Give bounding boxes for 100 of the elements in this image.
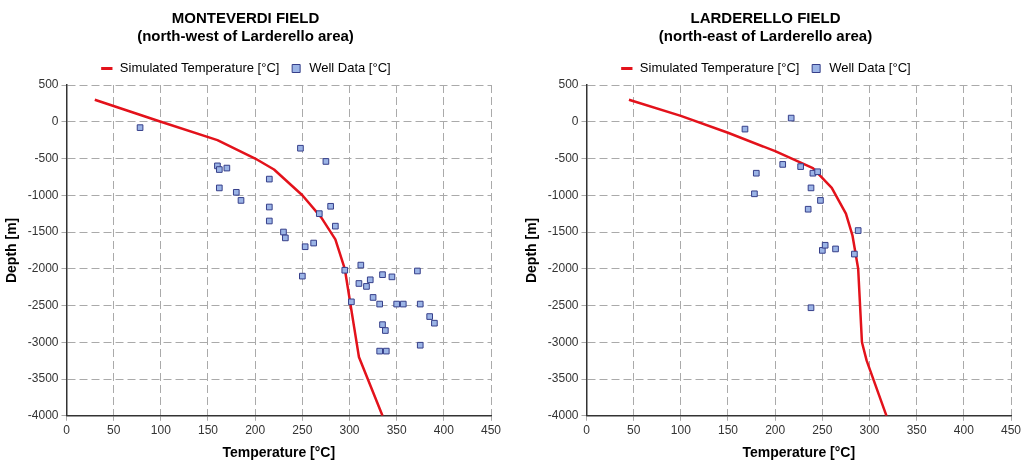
point xyxy=(366,276,374,284)
point xyxy=(851,250,858,258)
point xyxy=(376,300,384,308)
point xyxy=(322,158,330,165)
point xyxy=(301,243,309,251)
point xyxy=(379,271,386,278)
point xyxy=(265,203,273,211)
x-tick-label: 400 xyxy=(953,423,975,438)
y-axis-title: Depth [m] xyxy=(523,217,540,284)
point xyxy=(821,241,829,249)
x-tick-label: 0 xyxy=(63,423,71,438)
x-tick-label: 100 xyxy=(670,423,692,438)
x-tick-label: 150 xyxy=(197,423,219,438)
x-tick-label: 100 xyxy=(150,423,172,438)
point xyxy=(341,266,349,274)
point xyxy=(382,347,390,355)
y-tick-label: -2500 xyxy=(27,297,59,312)
point xyxy=(388,273,396,281)
x-tick-label: 400 xyxy=(433,423,455,438)
point xyxy=(237,197,245,204)
point xyxy=(431,319,438,327)
x-tick-label: 300 xyxy=(339,423,360,438)
point xyxy=(787,114,795,122)
y-tick-label: -2500 xyxy=(547,297,579,312)
y-tick-label: 0 xyxy=(51,114,59,129)
point xyxy=(416,341,424,349)
point xyxy=(232,189,240,196)
point xyxy=(327,202,334,210)
x-axis-title: Temperature [°C] xyxy=(742,444,856,461)
point xyxy=(280,228,287,236)
point xyxy=(414,267,421,275)
y-tick-label: -1500 xyxy=(27,224,59,239)
legend-label: Simulated Temperature [°C] xyxy=(639,60,800,76)
x-axis-title: Temperature [°C] xyxy=(222,444,336,461)
point xyxy=(282,234,289,242)
point xyxy=(299,272,306,280)
point xyxy=(797,163,804,170)
y-tick-label: 0 xyxy=(571,114,579,129)
point xyxy=(376,347,384,355)
y-tick-label: 500 xyxy=(38,77,59,92)
legend-label: Well Data [°C] xyxy=(309,60,391,76)
y-tick-label: -3500 xyxy=(547,371,579,386)
legend-label: Simulated Temperature [°C] xyxy=(119,60,280,76)
legend-label: Well Data [°C] xyxy=(829,60,911,76)
point xyxy=(136,124,144,131)
point xyxy=(348,298,355,306)
x-tick-label: 250 xyxy=(292,423,313,438)
x-tick-label: 250 xyxy=(812,423,833,438)
point xyxy=(265,217,273,225)
point xyxy=(369,294,377,301)
point xyxy=(779,161,787,168)
point xyxy=(807,304,815,312)
y-tick-label: -2000 xyxy=(27,261,59,276)
point xyxy=(297,144,304,152)
point xyxy=(832,245,839,253)
point xyxy=(752,169,760,177)
point xyxy=(416,300,424,308)
point xyxy=(817,197,824,204)
point xyxy=(357,261,365,269)
x-tick-label: 200 xyxy=(245,423,266,438)
point xyxy=(399,300,407,308)
x-tick-label: 450 xyxy=(1000,423,1022,438)
point xyxy=(215,184,223,192)
y-tick-label: -500 xyxy=(554,150,579,165)
point xyxy=(426,313,434,320)
x-tick-label: 50 xyxy=(106,423,121,438)
point xyxy=(751,190,758,198)
point xyxy=(814,168,821,176)
x-tick-label: 450 xyxy=(480,423,502,438)
x-tick-label: 350 xyxy=(386,423,407,438)
y-tick-label: -3000 xyxy=(27,334,59,349)
point xyxy=(393,300,400,308)
point xyxy=(315,210,323,217)
x-tick-label: 150 xyxy=(717,423,739,438)
chart-title: MONTEVERDI FIELD (north-west of Larderello area) xyxy=(137,9,354,45)
x-tick-label: 50 xyxy=(626,423,641,438)
x-tick-label: 0 xyxy=(583,423,591,438)
x-tick-label: 350 xyxy=(906,423,927,438)
point xyxy=(215,166,223,173)
y-tick-label: -4000 xyxy=(27,408,59,423)
x-tick-label: 300 xyxy=(859,423,880,438)
point xyxy=(265,175,273,183)
point xyxy=(382,327,389,334)
y-tick-label: -3500 xyxy=(27,371,59,386)
chart-title: LARDERELLO FIELD (north-east of Larderello area) xyxy=(658,9,873,45)
y-tick-label: -1000 xyxy=(27,187,59,202)
point xyxy=(332,222,339,230)
point xyxy=(363,283,370,290)
point xyxy=(741,125,749,133)
y-axis-title: Depth [m] xyxy=(3,217,20,284)
y-tick-label: -500 xyxy=(34,150,59,165)
y-tick-label: -4000 xyxy=(547,408,579,423)
point xyxy=(804,205,812,213)
point xyxy=(807,184,815,192)
point xyxy=(355,280,363,287)
x-tick-label: 200 xyxy=(765,423,786,438)
y-tick-label: 500 xyxy=(558,77,579,92)
y-tick-label: -1000 xyxy=(547,187,579,202)
point xyxy=(223,164,231,172)
y-tick-label: -2000 xyxy=(547,261,579,276)
